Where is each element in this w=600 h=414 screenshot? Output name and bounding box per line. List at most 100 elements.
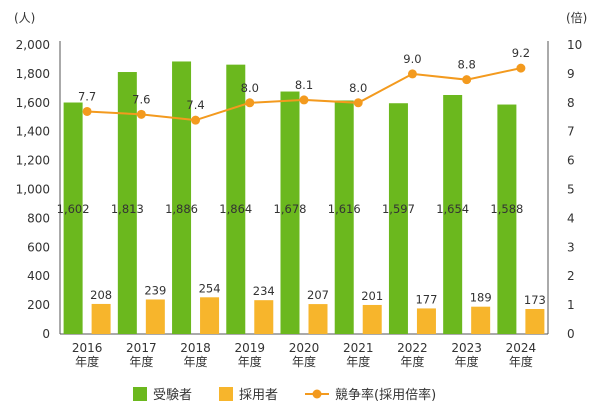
- data-label: 208: [90, 288, 112, 302]
- bar-hires: [308, 304, 328, 334]
- data-label: 1,588: [490, 202, 523, 216]
- bar-applicants: [497, 104, 517, 334]
- data-label: 9.0: [403, 52, 421, 66]
- data-label: 1,597: [382, 202, 415, 216]
- y-right-tick: 5: [567, 183, 575, 197]
- data-label: 8.0: [241, 81, 259, 95]
- data-label: 8.8: [458, 58, 476, 72]
- data-label: 173: [524, 293, 546, 307]
- y-left-tick: 1,400: [16, 125, 50, 139]
- line-point: [353, 98, 363, 108]
- bar-hires: [362, 304, 382, 334]
- data-label: 7.4: [186, 98, 204, 112]
- bar-hires: [200, 297, 220, 334]
- x-tick-label: 2021: [343, 341, 374, 355]
- data-label: 1,602: [57, 202, 90, 216]
- y-right-tick: 2: [567, 269, 575, 283]
- x-tick-label: 2023: [451, 341, 482, 355]
- data-label: 1,678: [274, 202, 307, 216]
- bar-applicants: [63, 102, 83, 334]
- x-tick-sublabel: 年度: [509, 354, 533, 369]
- line-point: [462, 75, 472, 85]
- y-left-tick: 2,000: [16, 38, 50, 52]
- x-tick-sublabel: 年度: [75, 354, 99, 369]
- legend-swatch: [133, 387, 147, 401]
- bar-applicants: [226, 64, 246, 334]
- legend-label: 受験者: [153, 388, 192, 403]
- line-point: [516, 63, 526, 73]
- y-right-tick: 10: [567, 38, 582, 52]
- y-right-tick: 6: [567, 154, 575, 168]
- y-right-tick: 9: [567, 67, 575, 81]
- bar-hires: [254, 300, 274, 334]
- line-point: [245, 98, 255, 108]
- bar-applicants: [280, 91, 300, 335]
- y-left-tick: 200: [27, 298, 50, 312]
- y-left-tick: 0: [42, 327, 50, 341]
- data-label: 189: [470, 291, 492, 305]
- line-point: [407, 69, 417, 79]
- y-right-unit: (倍): [566, 10, 587, 25]
- y-right-tick: 3: [567, 240, 575, 254]
- y-right-tick: 1: [567, 298, 575, 312]
- bar-applicants: [172, 61, 192, 335]
- line-point: [82, 106, 92, 116]
- x-tick-sublabel: 年度: [184, 354, 208, 369]
- x-tick-label: 2016: [72, 341, 103, 355]
- x-tick-label: 2020: [289, 341, 320, 355]
- x-tick-label: 2017: [126, 341, 157, 355]
- y-left-tick: 1,800: [16, 67, 50, 81]
- bar-applicants: [334, 100, 354, 334]
- bar-hires: [91, 303, 111, 334]
- data-label: 239: [144, 283, 166, 297]
- x-tick-label: 2018: [180, 341, 211, 355]
- legend-label: 競争率(採用倍率): [335, 387, 436, 403]
- data-label: 234: [253, 284, 275, 298]
- legend-swatch: [219, 387, 233, 401]
- line-point: [191, 115, 201, 125]
- data-label: 1,864: [219, 202, 252, 216]
- y-right-tick: 8: [567, 96, 575, 110]
- legend-label: 採用者: [239, 388, 278, 403]
- data-label: 177: [415, 292, 437, 306]
- data-label: 1,886: [165, 202, 198, 216]
- x-tick-sublabel: 年度: [400, 354, 424, 369]
- data-label: 207: [307, 288, 329, 302]
- bar-hires: [525, 309, 545, 334]
- line-point: [136, 109, 146, 119]
- bar-applicants: [443, 94, 463, 334]
- y-left-unit: (人): [14, 11, 35, 25]
- bar-hires: [471, 306, 491, 334]
- y-left-tick: 1,200: [16, 154, 50, 168]
- x-tick-sublabel: 年度: [455, 354, 479, 369]
- y-left-tick: 1,000: [16, 183, 50, 197]
- data-label: 8.1: [295, 78, 313, 92]
- data-label: 201: [361, 289, 383, 303]
- data-label: 1,616: [328, 202, 361, 216]
- data-label: 7.6: [132, 92, 150, 106]
- x-tick-sublabel: 年度: [346, 354, 370, 369]
- y-right-tick: 4: [567, 211, 575, 225]
- x-tick-sublabel: 年度: [238, 354, 262, 369]
- y-right-tick: 7: [567, 125, 575, 139]
- data-label: 8.0: [349, 81, 367, 95]
- bar-hires: [416, 308, 436, 334]
- data-label: 1,813: [111, 202, 144, 216]
- data-label: 7.7: [78, 89, 96, 103]
- data-label: 9.2: [512, 46, 530, 60]
- x-tick-sublabel: 年度: [129, 354, 153, 369]
- data-label: 254: [199, 281, 221, 295]
- y-left-tick: 600: [27, 240, 50, 254]
- y-right-tick: 0: [567, 327, 575, 341]
- x-tick-label: 2024: [506, 341, 537, 355]
- y-left-tick: 400: [27, 269, 50, 283]
- data-label: 1,654: [436, 202, 469, 216]
- bar-applicants: [388, 103, 408, 335]
- y-left-tick: 800: [27, 211, 50, 225]
- legend-marker: [312, 389, 322, 399]
- y-left-tick: 1,600: [16, 96, 50, 110]
- bar-hires: [145, 299, 165, 334]
- line-point: [299, 95, 309, 105]
